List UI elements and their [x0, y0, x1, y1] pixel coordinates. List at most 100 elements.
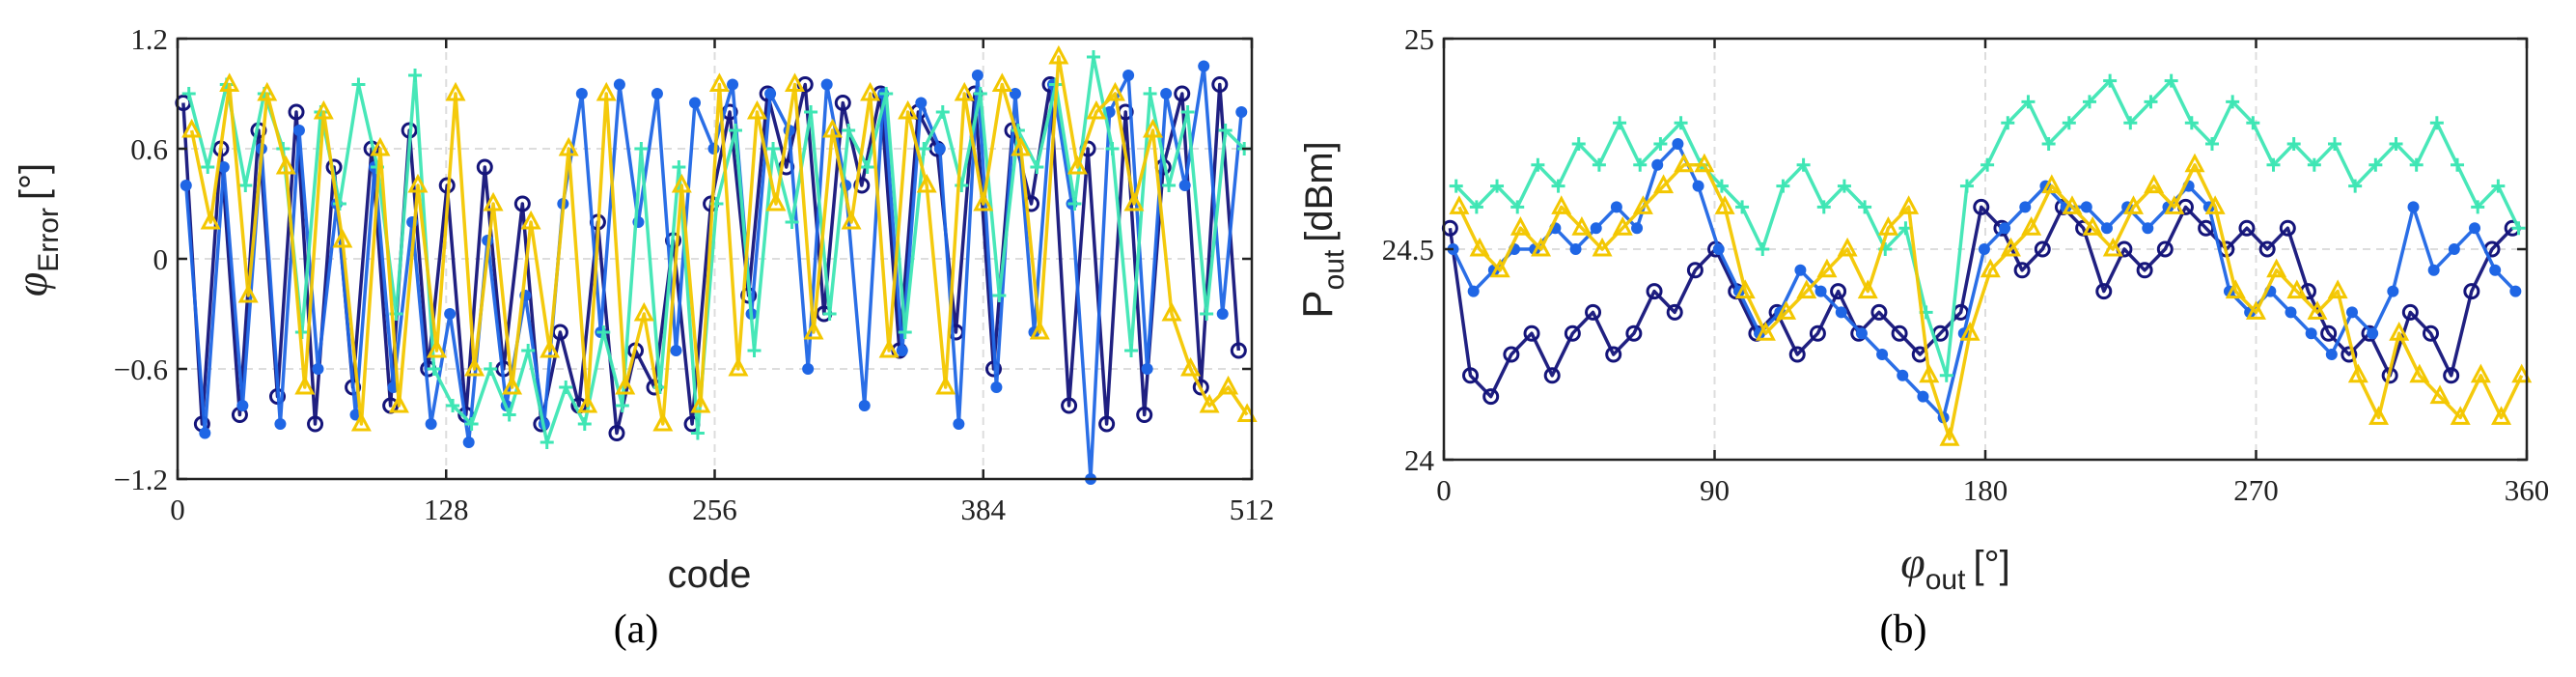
chart-b-point-teal — [1613, 116, 1627, 130]
chart-b-point-navy — [2238, 219, 2256, 237]
chart-b-point-teal — [2451, 157, 2465, 172]
chart-b-point-navy — [2013, 262, 2031, 279]
chart-a-xtick-label: 256 — [692, 493, 737, 526]
chart-b-point-navy — [1543, 367, 1561, 384]
chart-a-point-yellow — [540, 338, 561, 358]
chart-b-point-yellow — [2491, 406, 2512, 425]
chart-b-point-yellow — [1674, 153, 1695, 173]
chart-a-point-navy — [853, 177, 871, 194]
chart-a-point-yellow — [973, 191, 994, 212]
chart-a-point-blue — [312, 363, 324, 375]
chart-b-point-yellow — [1734, 279, 1756, 299]
chart-b-point-navy — [1462, 367, 1480, 384]
chart-a-point-yellow — [1218, 375, 1239, 395]
chart-a-point-teal — [596, 325, 611, 339]
chart-b-point-yellow — [1816, 258, 1838, 278]
chart-a-xtick-label: 384 — [961, 493, 1007, 526]
chart-a-point-yellow — [652, 411, 674, 432]
chart-b-point-yellow — [1551, 195, 1572, 214]
chart-a-ylabel-sub: Error — [33, 208, 65, 272]
chart-a-point-yellow — [520, 210, 541, 230]
chart-a-point-teal — [1086, 50, 1100, 64]
chart-b-point-teal — [1796, 157, 1811, 172]
chart-b-point-teal — [1633, 157, 1648, 172]
chart-b-ytick-label: 24 — [1404, 443, 1435, 477]
chart-a-point-blue — [953, 418, 965, 430]
chart-a-point-navy — [307, 415, 324, 433]
chart-a-point-blue — [425, 418, 437, 430]
chart-a-point-yellow — [577, 393, 598, 413]
chart-a-point-yellow — [841, 210, 862, 230]
chart-b-xtick-label: 0 — [1436, 473, 1452, 507]
chart-a-point-yellow — [275, 155, 296, 175]
chart-a-point-yellow — [464, 356, 485, 377]
chart-a-point-yellow — [200, 210, 221, 230]
chart-a-xtick-label: 0 — [170, 493, 185, 526]
chart-b-point-yellow — [1449, 195, 1470, 214]
chart-b-point-yellow — [2021, 216, 2042, 236]
chart-a-point-teal — [822, 307, 837, 321]
chart-a-point-teal — [1218, 124, 1233, 137]
chart-b-point-teal — [2286, 137, 2301, 151]
chart-b-point-teal — [2307, 157, 2321, 172]
chart-a-point-blue — [1198, 60, 1210, 72]
chart-b-point-teal — [2491, 179, 2506, 193]
chart-a-point-teal — [1067, 197, 1082, 211]
chart-a-point-teal — [181, 87, 196, 100]
chart-a-point-yellow — [1199, 393, 1220, 413]
chart-b-point-navy — [1830, 283, 1847, 300]
chart-a-point-teal — [992, 289, 1007, 302]
chart-a-point-blue — [575, 88, 588, 99]
chart-b-point-navy — [2095, 283, 2113, 300]
chart-a-point-teal — [1124, 344, 1139, 357]
chart-a-point-teal — [427, 362, 441, 376]
chart-a-point-yellow — [803, 320, 824, 340]
chart-b-xlabel-symbol: φ — [1900, 538, 1925, 587]
chart-a-point-yellow — [1048, 44, 1069, 65]
chart-b-point-blue — [2469, 222, 2481, 235]
chart-b-point-navy — [1686, 262, 1703, 279]
chart-a-point-blue — [933, 143, 946, 155]
chart-b-point-blue — [1897, 369, 1909, 381]
chart-b-point-blue — [1672, 138, 1684, 150]
chart-b-point-navy — [2341, 346, 2358, 363]
chart-a-point-yellow — [916, 173, 937, 193]
chart-b-point-teal — [1490, 179, 1505, 193]
chart-a-point-teal — [201, 160, 215, 174]
chart-b-caption: (b) — [1880, 607, 1927, 652]
chart-b-ytick-label: 25 — [1404, 22, 1434, 56]
chart-b-point-blue — [2019, 201, 2032, 213]
chart-a-point-navy — [834, 95, 851, 111]
chart-a-point-yellow — [1086, 99, 1107, 120]
chart-b-point-yellow — [2246, 300, 2266, 320]
chart-a-caption: (a) — [614, 607, 659, 652]
chart-b-point-yellow — [2511, 363, 2533, 383]
chart-b-point-teal — [2144, 95, 2158, 109]
chart-b-point-yellow — [2347, 363, 2368, 383]
chart-b-point-teal — [2103, 73, 2118, 88]
chart-b-point-yellow — [2266, 258, 2287, 278]
chart-b-point-teal — [2389, 137, 2403, 151]
chart-b-point-navy — [1605, 346, 1622, 363]
chart-b-point-navy — [1870, 303, 1888, 321]
chart-a-point-blue — [651, 88, 663, 99]
chart-a-point-yellow — [502, 375, 523, 395]
chart-a-point-blue — [688, 97, 701, 109]
chart-a-point-yellow — [822, 118, 844, 138]
chart-b-point-teal — [2226, 95, 2240, 109]
chart-b-point-blue — [2325, 349, 2338, 360]
chart-a-point-teal — [917, 142, 931, 155]
chart-b-point-yellow — [1612, 216, 1633, 236]
chart-a-point-blue — [820, 78, 833, 91]
chart-b-point-yellow — [1592, 237, 1613, 257]
chart-b-point-teal — [1510, 200, 1525, 214]
chart-b-point-teal — [1959, 179, 1974, 193]
chart-a-point-yellow — [728, 356, 749, 377]
chart-b-point-teal — [2001, 116, 2015, 130]
chart-a-point-teal — [615, 399, 629, 412]
chart-b-ylabel: Pout [dBm] — [1294, 141, 1350, 319]
chart-b-point-teal — [1858, 200, 1872, 214]
chart-a-point-yellow — [1011, 136, 1032, 156]
chart-a-point-yellow — [954, 81, 975, 101]
chart-a-point-yellow — [388, 393, 409, 413]
